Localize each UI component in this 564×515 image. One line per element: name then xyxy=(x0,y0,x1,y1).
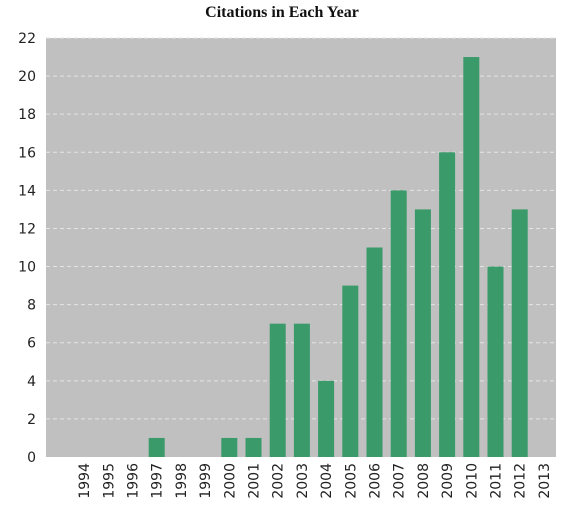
y-tick-label: 20 xyxy=(18,69,36,85)
x-tick-label: 2008 xyxy=(416,463,432,499)
bar-2003 xyxy=(293,323,310,457)
x-tick-label: 1998 xyxy=(174,463,190,499)
bar-1997 xyxy=(148,437,165,457)
x-tick-label: 1997 xyxy=(150,463,166,499)
x-tick-label: 1996 xyxy=(126,463,142,499)
y-tick-label: 8 xyxy=(27,298,36,314)
x-tick-label: 1995 xyxy=(101,463,117,499)
x-tick-label: 2000 xyxy=(222,463,238,499)
x-tick-label: 2009 xyxy=(440,463,456,499)
x-tick-label: 2002 xyxy=(271,463,287,499)
bar-2011 xyxy=(487,266,504,457)
y-tick-label: 6 xyxy=(27,336,36,352)
x-tick-label: 2010 xyxy=(464,463,480,499)
y-tick-label: 12 xyxy=(18,221,36,237)
y-axis: 0 2 4 6 8 10 12 14 16 18 20 22 xyxy=(18,31,36,466)
y-tick-label: 22 xyxy=(18,31,36,47)
bar-2012 xyxy=(511,209,528,457)
x-tick-label: 2007 xyxy=(392,463,408,499)
y-tick-label: 0 xyxy=(27,450,36,466)
x-tick-label: 2004 xyxy=(319,463,335,499)
bar-2010 xyxy=(463,57,480,457)
bar-2001 xyxy=(245,437,262,457)
bar-2000 xyxy=(221,437,238,457)
bar-2008 xyxy=(414,209,431,457)
x-tick-label: 2003 xyxy=(295,463,311,499)
bar-2006 xyxy=(366,247,383,457)
y-tick-label: 2 xyxy=(27,412,36,428)
x-tick-label: 2011 xyxy=(489,463,505,499)
chart-title: Citations in Each Year xyxy=(205,4,359,21)
bar-2007 xyxy=(390,190,407,457)
y-tick-label: 14 xyxy=(18,183,36,199)
x-tick-label: 1994 xyxy=(77,463,93,499)
y-tick-label: 10 xyxy=(18,260,36,276)
x-tick-label: 2012 xyxy=(513,463,529,499)
y-tick-label: 16 xyxy=(18,145,36,161)
y-tick-label: 4 xyxy=(27,374,36,390)
bar-2005 xyxy=(342,285,359,457)
bars-group xyxy=(148,57,528,458)
x-tick-label: 2005 xyxy=(343,463,359,499)
x-tick-label: 1999 xyxy=(198,463,214,499)
bar-2009 xyxy=(439,152,456,458)
x-tick-label: 2006 xyxy=(368,463,384,499)
bar-2004 xyxy=(318,380,335,457)
x-tick-label: 2001 xyxy=(247,463,263,499)
x-axis: 1994 1995 1996 1997 1998 1999 2000 2001 2002 2003… xyxy=(77,463,553,499)
y-tick-label: 18 xyxy=(18,107,36,123)
bar-2002 xyxy=(269,323,286,457)
x-tick-label: 2013 xyxy=(537,463,553,499)
